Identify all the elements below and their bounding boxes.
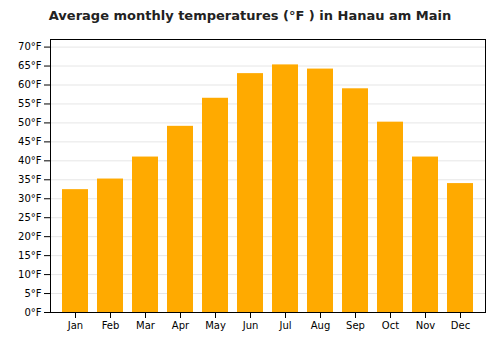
svg-text:25°F: 25°F: [18, 212, 42, 223]
svg-text:Sep: Sep: [346, 320, 365, 331]
svg-text:Feb: Feb: [102, 320, 120, 331]
svg-text:May: May: [205, 320, 226, 331]
svg-text:15°F: 15°F: [18, 250, 42, 261]
svg-text:35°F: 35°F: [18, 174, 42, 185]
svg-text:Apr: Apr: [172, 320, 190, 331]
svg-text:Oct: Oct: [382, 320, 399, 331]
html-text:Average monthly temperatures (: Average monthly temperatures (°F ) in Ha…: [48, 8, 452, 23]
svg-text:Jan: Jan: [67, 320, 83, 331]
svg-text:10°F: 10°F: [18, 269, 42, 280]
svg-text:40°F: 40°F: [18, 155, 42, 166]
svg-text:50°F: 50°F: [18, 117, 42, 128]
svg-text:0°F: 0°F: [24, 307, 41, 318]
svg-text:45°F: 45°F: [18, 136, 42, 147]
svg-text:Aug: Aug: [311, 320, 331, 331]
svg-text:30°F: 30°F: [18, 193, 42, 204]
svg-text:Jun: Jun: [242, 320, 259, 331]
svg-text:Mar: Mar: [136, 320, 156, 331]
svg-text:70°F: 70°F: [18, 41, 42, 52]
svg-text:20°F: 20°F: [18, 231, 42, 242]
svg-text:5°F: 5°F: [24, 288, 41, 299]
svg-text:Nov: Nov: [416, 320, 436, 331]
svg-text:55°F: 55°F: [18, 98, 42, 109]
svg-text:Dec: Dec: [451, 320, 470, 331]
svg-text:60°F: 60°F: [18, 79, 42, 90]
svg-text:Jul: Jul: [278, 320, 291, 331]
svg-text:65°F: 65°F: [18, 60, 42, 71]
